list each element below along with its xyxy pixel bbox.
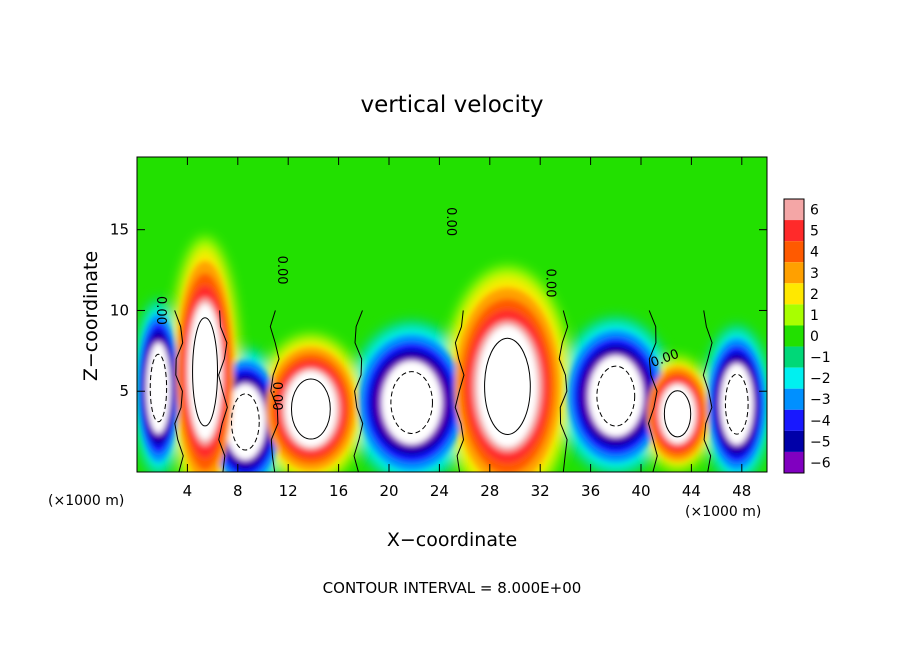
x-tick-label: 24 [430, 482, 449, 500]
colorbar-swatch [784, 262, 804, 284]
colorbar-label: 5 [810, 224, 819, 240]
colorbar-swatch [784, 199, 804, 221]
colorbar-swatch [784, 241, 804, 263]
updraft-contour [484, 337, 531, 435]
downdraft-contour [390, 371, 433, 434]
contour-label: 0.00 [274, 256, 289, 285]
colorbar-label: −6 [810, 455, 831, 471]
x-tick-label: 40 [631, 482, 650, 500]
contour-lines [149, 310, 749, 472]
y-axis-label: Z−coordinate [80, 251, 102, 381]
x-axis-label: X−coordinate [387, 529, 517, 551]
colorbar-swatch [784, 304, 804, 326]
colorbar-swatch [784, 220, 804, 242]
y-tick-label: 5 [119, 382, 129, 400]
x-tick-label: 20 [379, 482, 398, 500]
x-axis-ticks: 4 8 12 16 20 24 28 32 36 40 44 48 [183, 157, 751, 500]
x-tick-label: 8 [233, 482, 243, 500]
colorbar-frame [783, 198, 805, 474]
y-tick-label: 15 [110, 221, 129, 239]
y-axis-ticks: 5 10 15 [110, 221, 767, 400]
zero-contour [174, 310, 184, 472]
zero-contour [454, 310, 465, 472]
x-tick-label: 28 [480, 482, 499, 500]
y-tick-label: 10 [110, 301, 129, 319]
colorbar-label: 4 [810, 245, 819, 261]
chart-title: vertical velocity [361, 92, 544, 118]
plot-frame [136, 156, 768, 473]
colorbar-swatch [784, 325, 804, 347]
zero-contour [647, 310, 658, 472]
colorbar-label: −2 [810, 371, 831, 387]
colorbar-label: 0 [810, 329, 819, 345]
x-tick-label: 36 [581, 482, 600, 500]
colorbar-swatch [784, 430, 804, 452]
colorbar-label: −4 [810, 413, 831, 429]
contour-interval-note: CONTOUR INTERVAL = 8.000E+00 [323, 579, 582, 597]
colorbar-swatch [784, 409, 804, 431]
updraft-core [285, 371, 337, 447]
contour-label: 0.00 [269, 382, 284, 411]
downdraft-contour [231, 393, 260, 451]
updraft-contour [192, 317, 219, 427]
colorbar-swatch [784, 367, 804, 389]
zero-contour [269, 310, 280, 472]
x-tick-label: 48 [732, 482, 751, 500]
contour-label: 0.00 [543, 269, 558, 298]
x-tick-label: 44 [682, 482, 701, 500]
velocity-field [137, 236, 767, 472]
x-tick-label: 12 [279, 482, 298, 500]
downdraft-contour [596, 365, 636, 427]
x-unit-right: (×1000 m) [685, 504, 761, 520]
colorbar: 6 5 4 3 2 1 0 −1 −2 −3 −4 −5 −6 [783, 198, 831, 474]
updraft-contour [663, 390, 692, 438]
x-unit-left: (×1000 m) [48, 493, 124, 509]
zero-contour [558, 310, 569, 472]
colorbar-swatch [784, 346, 804, 368]
updraft-core [660, 384, 695, 443]
contour-label: 0.00 [153, 296, 168, 325]
downdraft-contour [149, 353, 168, 423]
colorbar-label: 2 [810, 287, 819, 303]
colorbar-swatch [784, 388, 804, 410]
x-tick-label: 4 [183, 482, 193, 500]
updraft-contour [290, 378, 331, 440]
colorbar-label: 1 [810, 308, 819, 324]
colorbar-swatch [784, 283, 804, 305]
x-tick-label: 16 [329, 482, 348, 500]
colorbar-swatch [784, 451, 804, 473]
colorbar-label: −5 [810, 434, 831, 450]
updraft-core [188, 303, 222, 440]
colorbar-label: −3 [810, 392, 831, 408]
zero-contour [702, 310, 713, 472]
x-tick-label: 32 [531, 482, 550, 500]
zero-contour [353, 310, 364, 472]
plot-area [137, 157, 767, 472]
contour-label: 0.00 [443, 207, 458, 236]
downdraft-contour [724, 373, 749, 435]
colorbar-label: 3 [810, 266, 819, 282]
zero-contour [218, 310, 228, 472]
colorbar-label: −1 [810, 350, 831, 366]
colorbar-label: 6 [810, 203, 819, 219]
updraft-core [477, 325, 538, 447]
